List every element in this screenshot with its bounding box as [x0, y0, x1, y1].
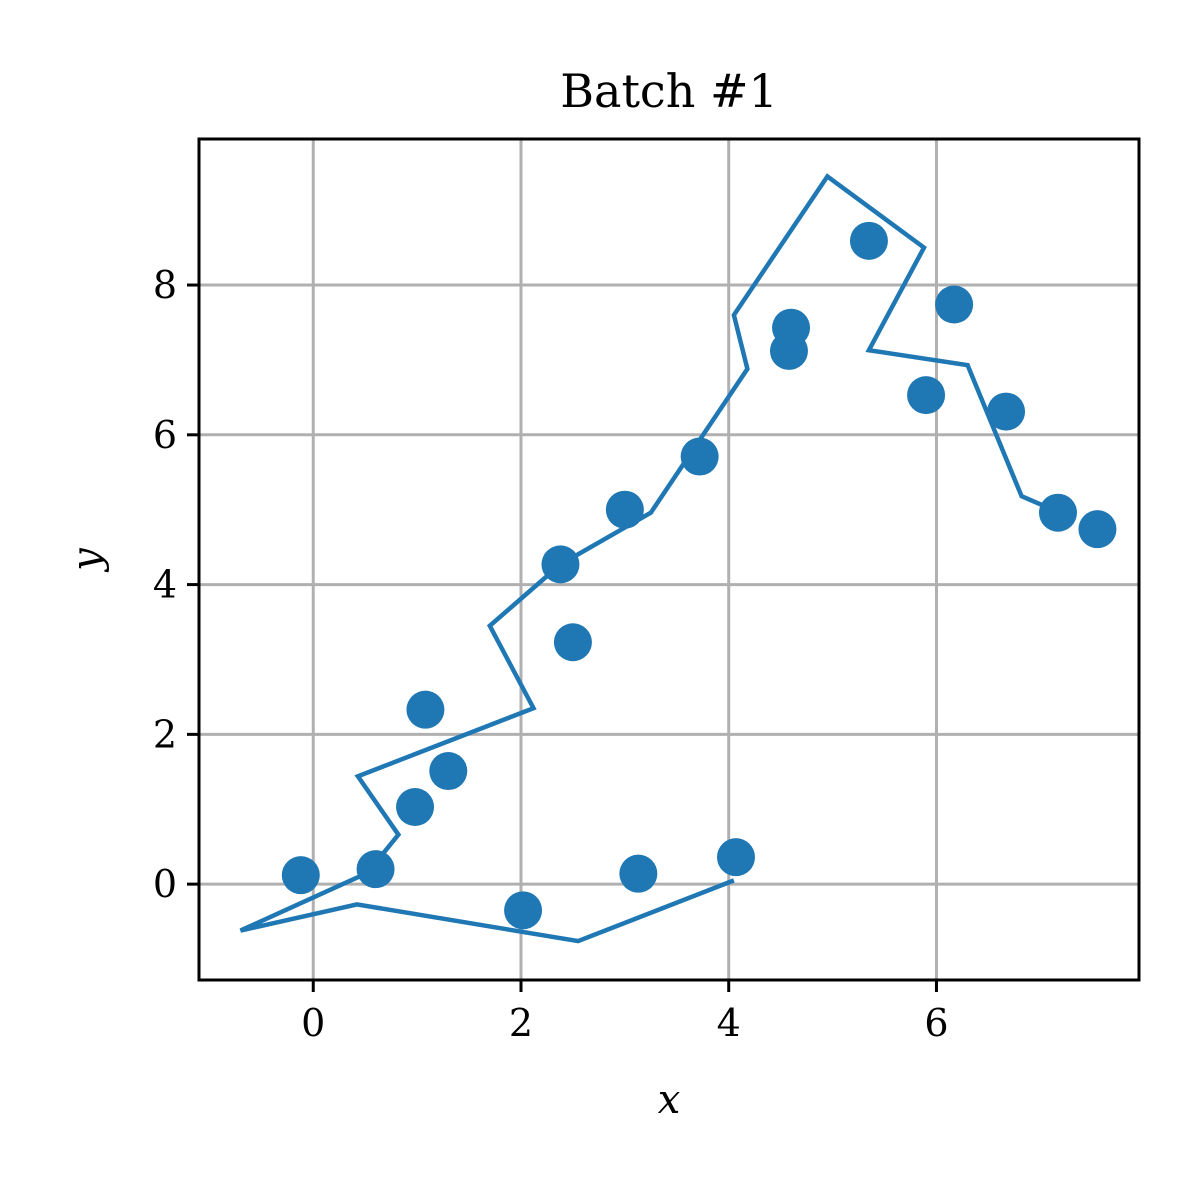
y-tick-label: 4	[153, 563, 177, 607]
y-tick-label: 6	[153, 413, 177, 457]
plot-area	[239, 173, 1117, 944]
data-point	[1078, 510, 1117, 549]
data-point	[1038, 493, 1077, 532]
data-point	[605, 490, 644, 529]
data-point	[680, 437, 719, 476]
data-point	[907, 376, 946, 415]
data-point	[406, 690, 445, 729]
grid	[199, 139, 1139, 980]
data-point	[716, 838, 755, 877]
data-point	[356, 850, 395, 889]
x-tick-label: 0	[301, 1001, 325, 1045]
data-point	[281, 856, 320, 895]
axes-frame	[197, 137, 1141, 982]
axis-ticks: 0 2 4 6 0 2 4 6 8	[153, 263, 949, 1045]
data-point	[504, 891, 543, 930]
data-point	[987, 392, 1026, 431]
x-axis-label: x	[658, 1077, 681, 1123]
data-point	[935, 285, 974, 324]
y-tick-label: 0	[153, 862, 177, 906]
data-point	[429, 752, 468, 791]
chart-title: Batch #1	[560, 64, 778, 118]
x-tick-label: 6	[924, 1001, 948, 1045]
x-tick-label: 4	[717, 1001, 741, 1045]
y-axis-label: y	[64, 547, 110, 573]
y-tick-label: 2	[153, 712, 177, 756]
data-point	[849, 221, 888, 260]
x-tick-label: 2	[509, 1001, 533, 1045]
data-point	[541, 545, 580, 584]
data-point	[772, 308, 811, 347]
data-point	[553, 623, 592, 662]
data-point	[619, 854, 658, 893]
data-point	[396, 788, 435, 827]
y-tick-label: 8	[153, 263, 177, 307]
